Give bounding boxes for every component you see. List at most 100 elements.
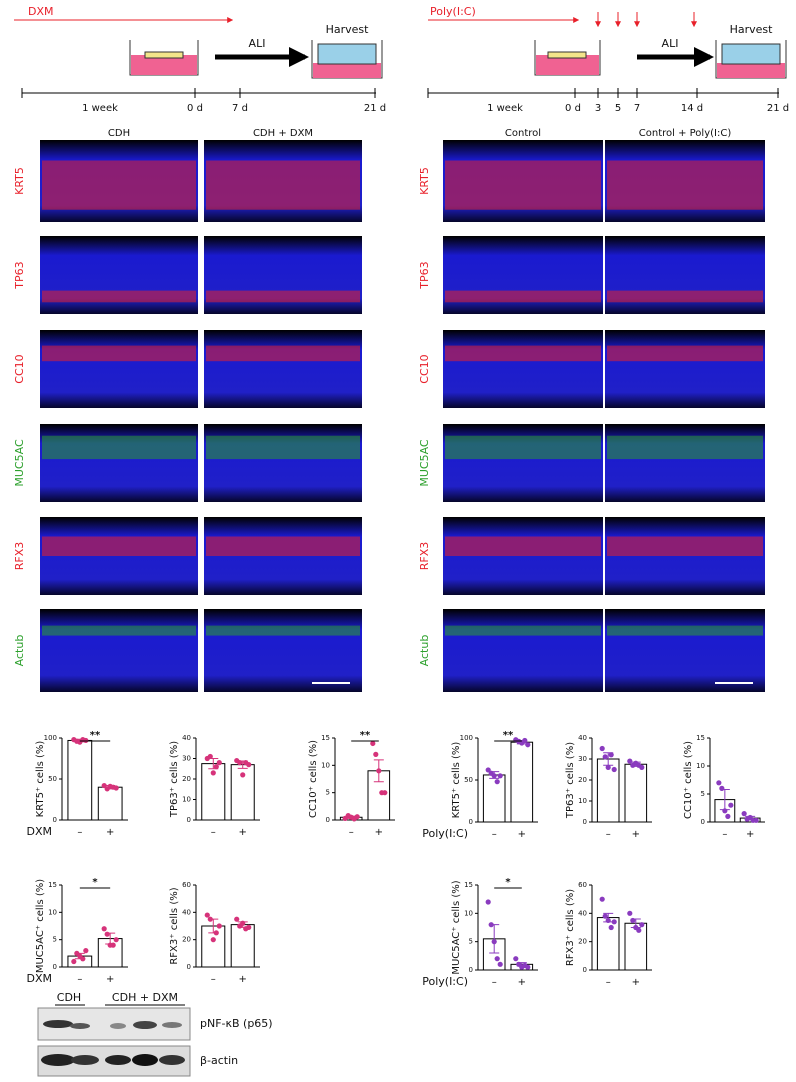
- data-point: [80, 956, 86, 962]
- x-tick-label: –: [492, 977, 497, 988]
- micrograph: [204, 609, 362, 692]
- x-tick-label: –: [722, 829, 727, 840]
- y-tick-label: 5: [469, 938, 473, 946]
- bar: [97, 786, 123, 821]
- y-axis-label: CC10⁺ cells (%): [683, 741, 694, 819]
- column-header: CDH: [108, 128, 130, 139]
- stain-signal: [607, 345, 763, 362]
- stain-signal: [42, 625, 196, 636]
- x-tick-label: +: [746, 829, 754, 840]
- marker-label: Actub: [418, 635, 431, 667]
- step-label: ALI: [662, 37, 679, 50]
- data-point: [605, 917, 611, 924]
- y-tick-label: 10: [464, 909, 473, 917]
- y-tick-label: 100: [460, 734, 473, 742]
- stain-signal: [206, 536, 360, 556]
- data-point: [728, 802, 734, 808]
- x-tick-label: –: [77, 827, 82, 838]
- data-point: [488, 922, 494, 928]
- data-point: [639, 764, 645, 771]
- stain-signal: [42, 160, 196, 210]
- micrograph: [40, 330, 198, 408]
- data-point: [513, 956, 519, 962]
- y-axis-label: KRT5⁺ cells (%): [451, 742, 462, 819]
- bar: [624, 922, 648, 971]
- y-axis-label: CC10⁺ cells (%): [308, 740, 319, 818]
- y-tick-label: 30: [182, 755, 191, 763]
- y-tick-label: 20: [578, 938, 587, 946]
- y-tick-label: 15: [696, 734, 705, 742]
- data-point: [376, 768, 382, 774]
- data-point: [83, 737, 89, 744]
- data-point: [370, 740, 376, 747]
- data-point: [630, 917, 636, 924]
- x-tick-label: +: [632, 829, 640, 840]
- data-point: [753, 817, 759, 823]
- data-point: [101, 926, 107, 932]
- data-point: [101, 782, 107, 789]
- x-axis-label: DXM: [27, 825, 53, 838]
- data-point: [491, 939, 497, 945]
- marker-label: KRT5: [13, 167, 26, 195]
- x-tick-label: +: [518, 829, 526, 840]
- endpoint-label: Harvest: [326, 23, 370, 36]
- y-tick-label: 10: [321, 761, 330, 769]
- stain-signal: [607, 625, 763, 636]
- column-header: Control: [505, 128, 541, 139]
- protein-label: pNF-κB (p65): [200, 1017, 273, 1030]
- stain-signal: [42, 435, 196, 460]
- y-axis-label: KRT5⁺ cells (%): [35, 741, 46, 818]
- micrograph: [443, 609, 603, 692]
- x-tick-label: +: [239, 974, 247, 985]
- y-tick-label: 10: [48, 908, 57, 916]
- y-tick-label: 15: [48, 881, 57, 889]
- x-axis-label: Poly(I:C): [422, 975, 468, 988]
- data-point: [207, 916, 213, 922]
- data-point: [207, 753, 213, 760]
- x-tick-label: +: [239, 827, 247, 838]
- stain-signal: [607, 290, 763, 303]
- column-header: Control + Poly(I:C): [639, 128, 732, 139]
- marker-label: TP63: [13, 261, 26, 289]
- marker-label: RFX3: [13, 542, 26, 571]
- y-tick-label: 30: [578, 755, 587, 763]
- x-tick-label: –: [606, 829, 611, 840]
- data-point: [373, 751, 379, 758]
- data-point: [608, 924, 614, 931]
- stain-signal: [42, 536, 196, 556]
- x-tick-label: –: [492, 829, 497, 840]
- timeline-label: 21 d: [364, 103, 386, 114]
- marker-label: CC10: [13, 354, 26, 383]
- y-tick-label: 40: [578, 909, 587, 917]
- data-point: [608, 752, 614, 758]
- dose-arrows: [595, 12, 697, 28]
- data-point: [497, 773, 503, 779]
- timeline-label: 7 d: [232, 103, 248, 114]
- treatment-label: Poly(I:C): [430, 5, 476, 18]
- data-point: [71, 958, 77, 965]
- stain-signal: [445, 435, 601, 460]
- y-tick-label: 100: [44, 734, 57, 742]
- bar: [482, 774, 506, 823]
- y-tick-label: 10: [578, 797, 587, 805]
- data-point: [494, 956, 500, 962]
- stain-signal: [206, 290, 360, 303]
- x-tick-label: –: [606, 977, 611, 988]
- micrograph: [605, 609, 765, 692]
- marker-label: MUC5AC: [13, 439, 26, 487]
- significance-label: **: [503, 730, 514, 741]
- y-tick-label: 15: [321, 734, 330, 742]
- y-tick-label: 20: [578, 776, 587, 784]
- data-point: [522, 737, 528, 744]
- significance-label: **: [90, 730, 101, 741]
- micrograph: [443, 330, 603, 408]
- data-point: [104, 931, 110, 937]
- western-blot: [37, 1004, 191, 1077]
- marker-label: RFX3: [418, 542, 431, 571]
- timeline-label: 0 d: [187, 103, 203, 114]
- data-point: [602, 913, 608, 919]
- y-tick-label: 0: [583, 818, 587, 826]
- data-point: [213, 930, 219, 936]
- y-tick-label: 40: [578, 734, 587, 742]
- y-tick-label: 0: [53, 963, 57, 971]
